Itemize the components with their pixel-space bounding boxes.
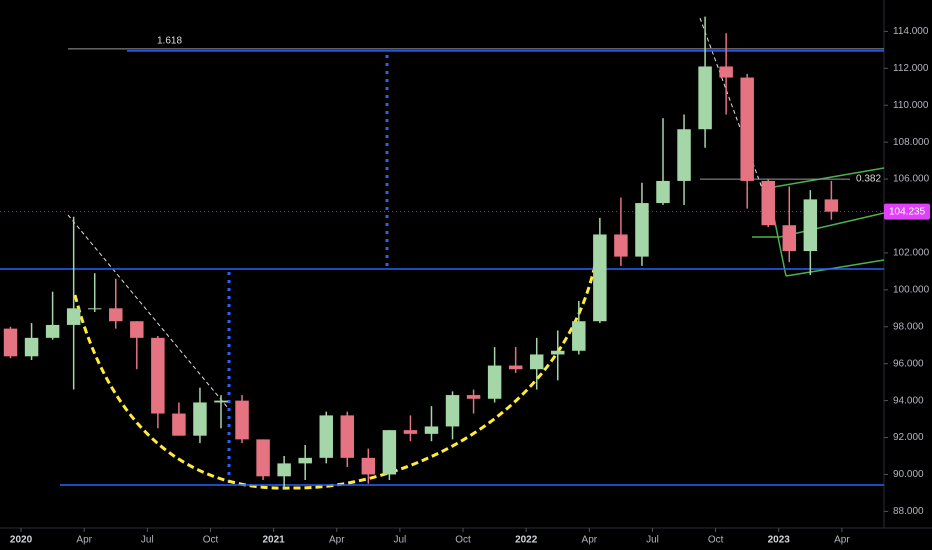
y-tick-label: 90.000 <box>893 469 924 480</box>
x-tick-label: 2022 <box>515 535 538 546</box>
candle-body <box>508 365 523 370</box>
x-tick-label: Oct <box>455 535 471 546</box>
candle-body <box>466 395 481 399</box>
candle-body <box>656 180 670 204</box>
x-tick-label: Apr <box>76 535 92 546</box>
candle-body <box>340 415 355 458</box>
candle-body <box>66 308 81 325</box>
x-tick-label: Oct <box>203 535 219 546</box>
candle-body <box>109 308 123 322</box>
y-tick-label: 102.000 <box>893 248 930 259</box>
candle-body <box>551 350 565 355</box>
level-label: 0.382 <box>856 174 881 185</box>
x-tick-label: 2021 <box>262 535 285 546</box>
candle-body <box>572 321 586 351</box>
candle-body <box>593 234 607 322</box>
candle-body <box>529 354 544 370</box>
y-tick-label: 92.000 <box>893 432 924 443</box>
y-tick-label: 88.000 <box>893 506 924 517</box>
candle-body <box>45 324 60 338</box>
candle-body <box>803 199 818 252</box>
candle-body <box>235 400 249 440</box>
last-price-label: 104.235 <box>889 206 926 217</box>
y-tick-label: 112.000 <box>893 63 929 74</box>
y-tick-label: 96.000 <box>893 358 924 369</box>
candle-body <box>319 415 333 458</box>
candle-body <box>298 457 312 464</box>
candle-body <box>698 66 712 130</box>
x-tick-label: 2020 <box>10 535 33 546</box>
y-tick-label: 106.000 <box>893 174 930 185</box>
cup-curve <box>73 264 597 490</box>
y-tick-label: 98.000 <box>893 321 924 332</box>
x-tick-label: Apr <box>329 535 345 546</box>
y-tick-label: 100.000 <box>893 284 930 295</box>
x-tick-label: Jul <box>646 535 659 546</box>
candle-body <box>277 463 291 477</box>
x-tick-label: Oct <box>708 535 724 546</box>
x-tick-label: Jul <box>141 535 154 546</box>
candle-body <box>382 430 397 475</box>
candle-body <box>172 413 186 436</box>
channel-line <box>779 212 885 238</box>
x-tick-label: Apr <box>582 535 598 546</box>
y-tick-label: 108.000 <box>893 137 930 148</box>
candle-body <box>130 321 144 338</box>
channel-line <box>767 167 885 189</box>
candle-body <box>614 234 628 257</box>
last-price-box <box>884 203 930 220</box>
y-tick-label: 114.000 <box>893 26 929 37</box>
candle-body <box>256 439 270 477</box>
candle-body <box>719 66 733 78</box>
candle-body <box>824 199 839 212</box>
candle-body <box>193 402 207 436</box>
y-tick-label: 94.000 <box>893 395 924 406</box>
candle-body <box>24 337 39 357</box>
candle-body <box>782 225 797 252</box>
candle-body <box>740 77 754 181</box>
channel-line <box>785 259 885 277</box>
candle-body <box>403 430 418 434</box>
candle-body <box>677 129 691 181</box>
candle-body <box>361 457 376 475</box>
candle-body <box>635 203 649 257</box>
candle-body <box>214 400 228 403</box>
candle-body <box>151 337 165 414</box>
trend-line <box>699 17 771 211</box>
candle-body <box>445 395 460 427</box>
candle-body <box>3 328 18 357</box>
y-tick-label: 110.000 <box>893 100 929 111</box>
x-tick-label: 2023 <box>768 535 791 546</box>
candle-body <box>761 180 775 226</box>
drawings <box>67 17 885 490</box>
level-label: 1.618 <box>157 35 182 46</box>
candle-body <box>424 426 439 434</box>
x-tick-label: Jul <box>394 535 407 546</box>
candle-body <box>487 365 502 399</box>
x-tick-label: Apr <box>834 535 850 546</box>
candle-body <box>87 308 102 310</box>
